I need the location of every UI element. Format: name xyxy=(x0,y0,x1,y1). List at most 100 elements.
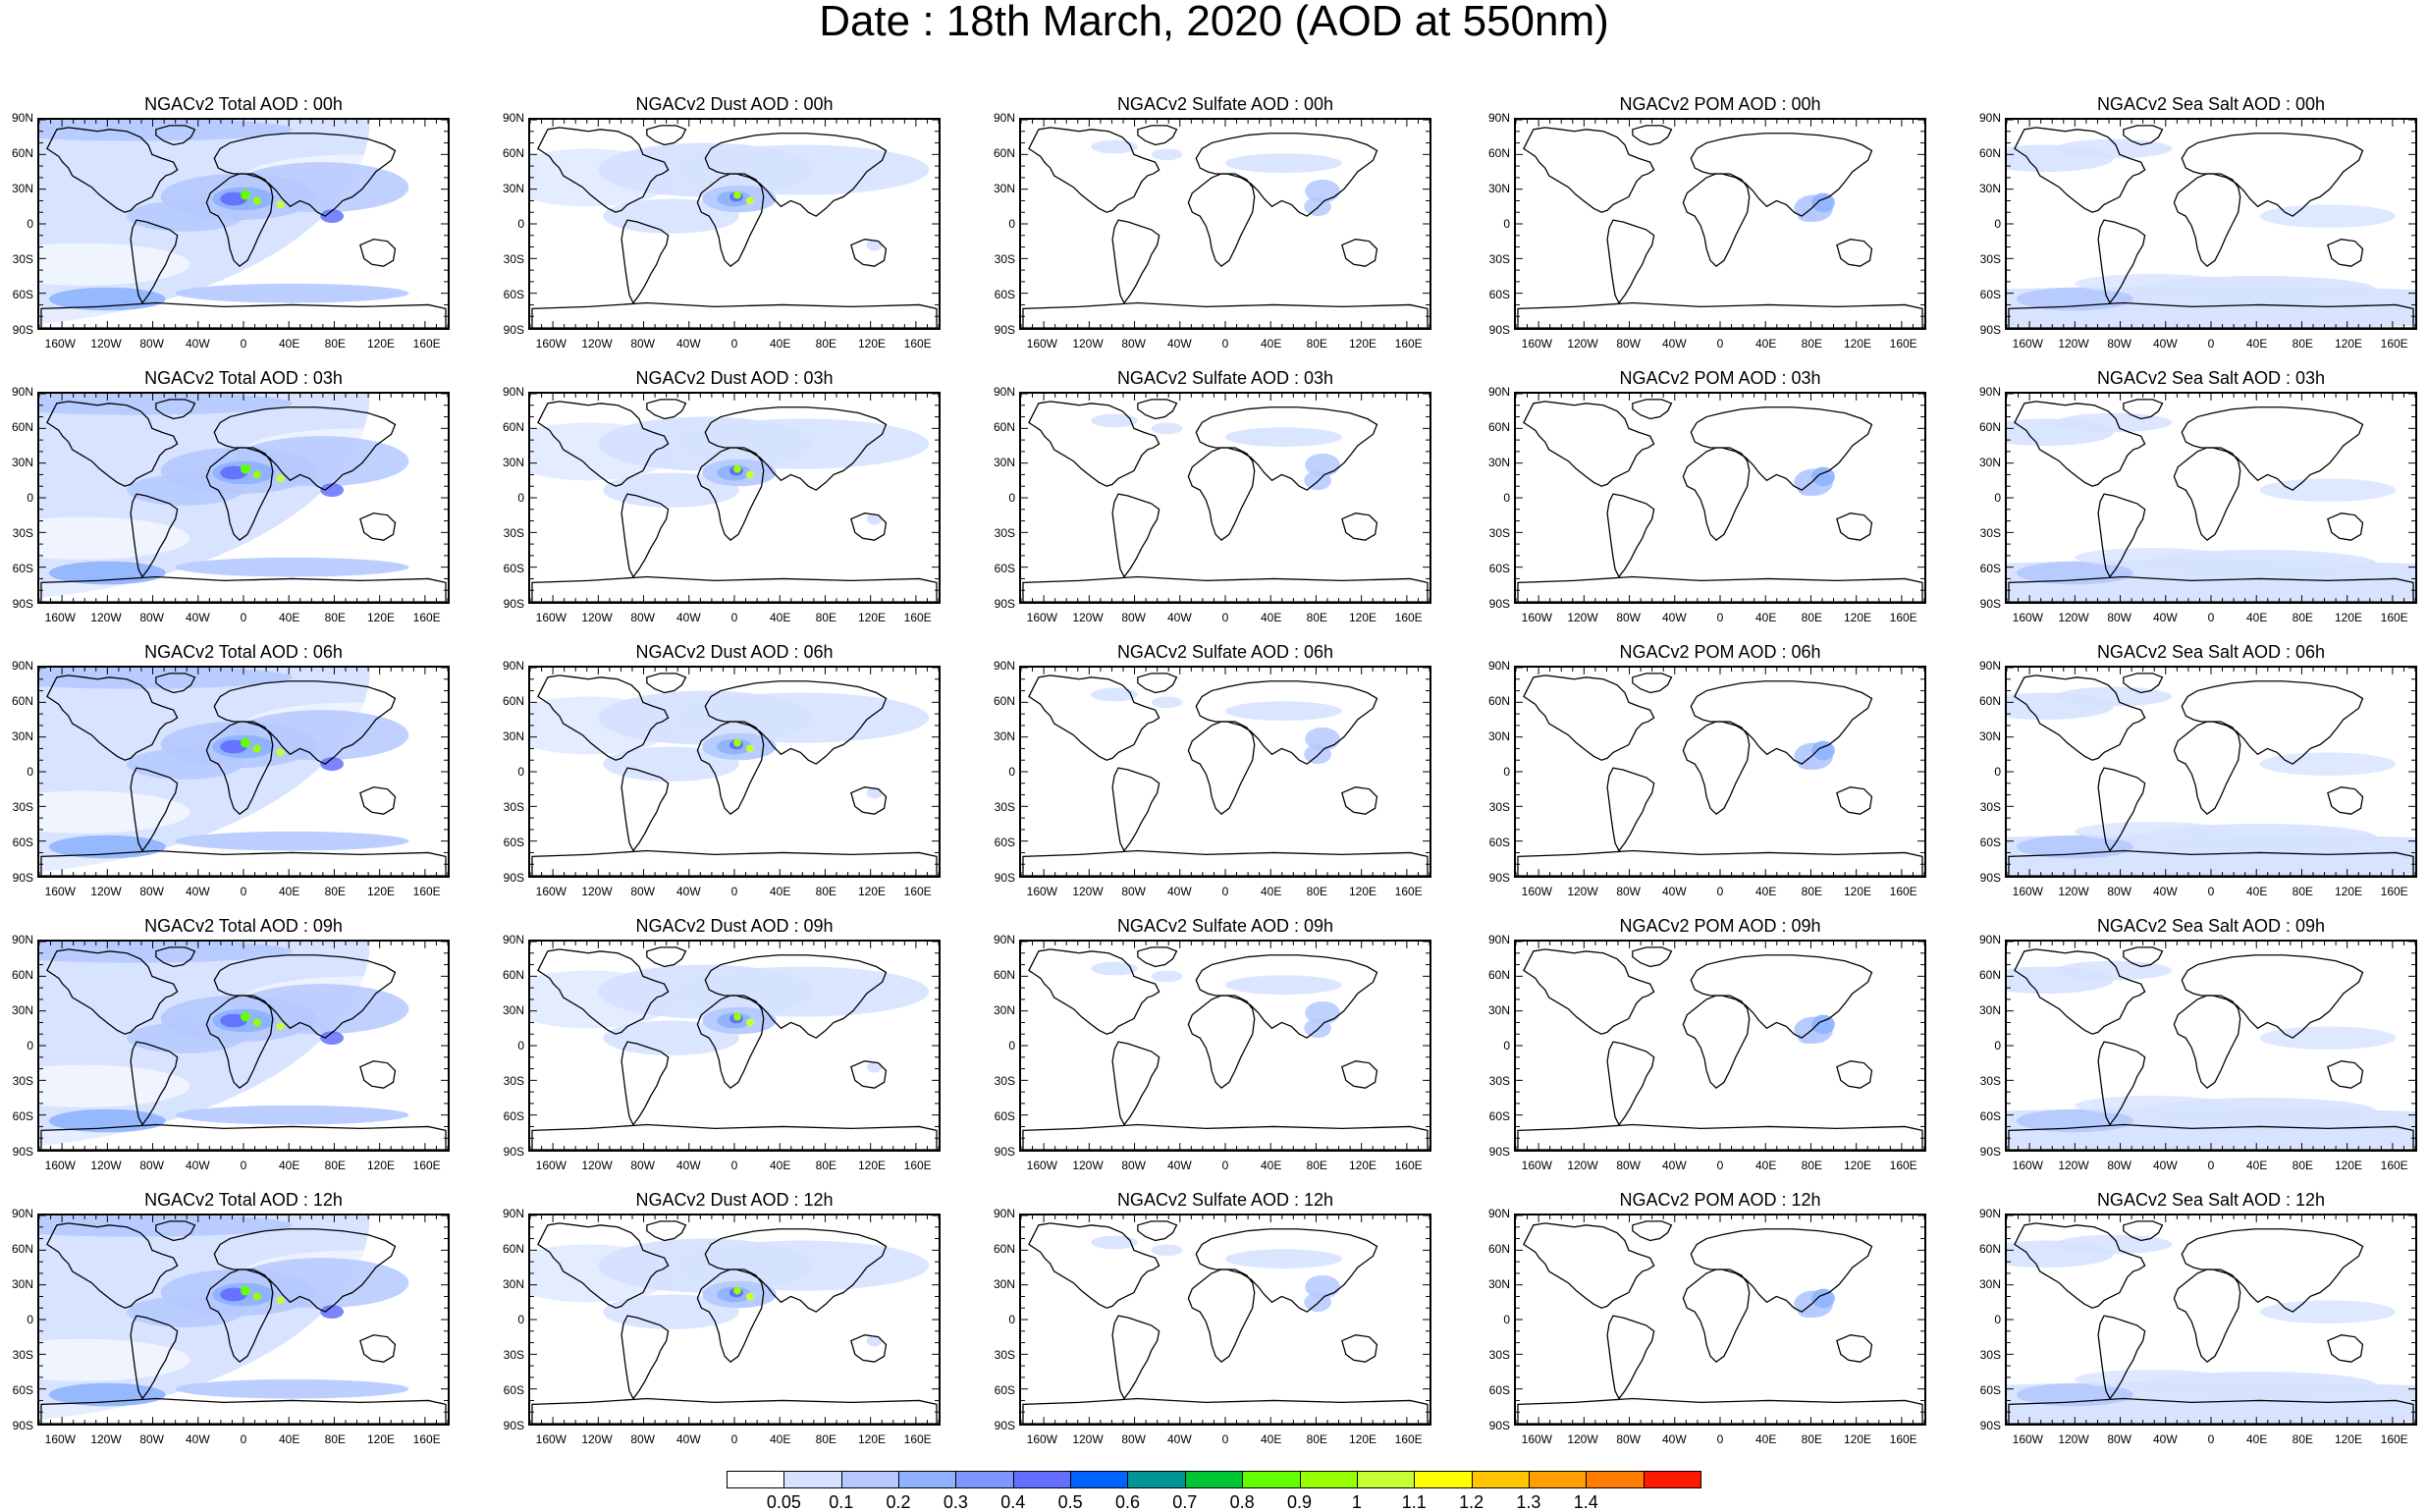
lon-tick-label: 40W xyxy=(2152,885,2178,898)
lon-tick-label: 120E xyxy=(366,337,396,351)
coastline-3 xyxy=(2173,995,2241,1090)
lon-tick-label: 0 xyxy=(1716,1159,1724,1172)
lat-tick-label: 30S xyxy=(1488,526,1510,540)
lat-tick-label: 90N xyxy=(1487,933,1510,946)
lat-tick-label: 90S xyxy=(12,597,33,611)
lon-tick-label: 160E xyxy=(1889,1432,1917,1446)
lon-tick-label: 160W xyxy=(2012,1432,2044,1446)
coastline-1 xyxy=(646,1220,687,1242)
lon-tick-label: 120W xyxy=(1072,1159,1104,1172)
lat-tick-label: 90S xyxy=(1979,871,2001,885)
aod-contour-2 xyxy=(603,746,739,782)
aod-contour-14 xyxy=(48,1108,166,1133)
lat-tick-label: 60S xyxy=(994,836,1015,849)
lat-tick-label: 30S xyxy=(994,800,1015,814)
lon-tick-label: 0 xyxy=(1716,337,1724,351)
coastline-2 xyxy=(2097,493,2146,578)
lat-tick-label: 60S xyxy=(12,1109,33,1123)
lat-tick-label: 0 xyxy=(517,1313,524,1326)
lat-tick-label: 30S xyxy=(1488,1348,1510,1362)
colorbar-label: 0.2 xyxy=(886,1492,911,1512)
aod-contour-6 xyxy=(127,748,243,780)
map-panel-dust-2 xyxy=(528,666,941,878)
coastline-0 xyxy=(537,401,670,487)
coastline-5 xyxy=(1341,513,1378,541)
coastline-1 xyxy=(646,399,687,420)
coastline-4 xyxy=(213,1228,397,1313)
lat-tick-label: 60N xyxy=(11,1242,33,1256)
aod-contour-5 xyxy=(2259,1026,2397,1050)
main-title: Date : 18th March, 2020 (AOD at 550nm) xyxy=(819,0,1609,45)
map-panel-total-3 xyxy=(37,940,450,1152)
lon-tick-label: 40W xyxy=(1166,337,1192,351)
lat-tick-label: 30N xyxy=(993,729,1015,743)
lat-tick-label: 60S xyxy=(994,1109,1015,1123)
lon-tick-label: 40E xyxy=(1260,337,1282,351)
lat-tick-label: 90S xyxy=(994,871,1015,885)
lon-tick-label: 40W xyxy=(2152,1432,2178,1446)
lat-tick-label: 60S xyxy=(994,1383,1015,1397)
lon-tick-label: 40E xyxy=(1754,611,1777,624)
lon-tick-label: 160W xyxy=(535,611,567,624)
aod-contour-9 xyxy=(241,463,250,474)
panel-title-total-4: NGACv2 Total AOD : 12h xyxy=(144,1190,343,1210)
panel-title-dust-2: NGACv2 Dust AOD : 06h xyxy=(635,642,834,662)
colorbar-label: 0.7 xyxy=(1172,1492,1198,1512)
lon-tick-label: 0 xyxy=(730,611,738,624)
lon-tick-label: 40W xyxy=(185,885,210,898)
lon-tick-label: 160E xyxy=(2380,1159,2408,1172)
lat-tick-label: 30N xyxy=(1487,456,1510,469)
lon-tick-label: 40E xyxy=(1754,1432,1777,1446)
coastline-0 xyxy=(537,675,670,761)
lon-tick-label: 120W xyxy=(90,1432,122,1446)
coastline-1 xyxy=(2123,399,2164,420)
aod-field-pom xyxy=(1516,394,1924,602)
lat-tick-label: 30N xyxy=(1978,1277,2001,1291)
lon-tick-label: 40E xyxy=(2245,1432,2268,1446)
coastline-4 xyxy=(213,133,397,217)
map-panel-sulfate-4 xyxy=(1019,1214,1431,1426)
coastline-3 xyxy=(1187,447,1256,542)
colorbar-swatch xyxy=(898,1471,957,1488)
coastline-0 xyxy=(1028,401,1160,487)
lon-tick-label: 160E xyxy=(1394,337,1423,351)
coastline-5 xyxy=(2327,786,2364,815)
lat-tick-label: 30N xyxy=(11,1003,33,1017)
lon-tick-label: 120W xyxy=(1072,1432,1104,1446)
lon-tick-label: 0 xyxy=(240,611,247,624)
lon-tick-label: 80W xyxy=(2107,1432,2131,1446)
coastline-2 xyxy=(1111,493,1160,578)
lon-tick-label: 80E xyxy=(324,337,347,351)
lat-tick-label: 60N xyxy=(993,694,1015,708)
lat-tick-label: 60N xyxy=(1487,146,1510,160)
lon-tick-label: 160E xyxy=(412,885,441,898)
lat-tick-label: 90S xyxy=(1979,1145,2001,1159)
lat-tick-label: 90N xyxy=(11,933,33,946)
lon-tick-label: 0 xyxy=(2207,1159,2215,1172)
coastline-3 xyxy=(696,721,765,816)
coastline-0 xyxy=(2014,675,2146,761)
aod-contour-0 xyxy=(1225,1249,1342,1269)
lon-tick-label: 40W xyxy=(1166,1432,1192,1446)
coastline-3 xyxy=(696,995,765,1090)
lon-tick-label: 0 xyxy=(1221,1432,1229,1446)
lon-tick-label: 160W xyxy=(44,337,77,351)
lat-tick-label: 90S xyxy=(503,323,524,337)
coastline-3 xyxy=(205,173,274,268)
lon-tick-label: 160W xyxy=(535,337,567,351)
coastline-5 xyxy=(359,239,397,267)
lat-tick-label: 0 xyxy=(1008,1313,1015,1326)
aod-contour-8 xyxy=(220,739,247,754)
lat-tick-label: 90N xyxy=(1978,933,2001,946)
lon-tick-label: 80W xyxy=(1121,611,1146,624)
aod-contour-5 xyxy=(2259,752,2397,776)
coastline-5 xyxy=(850,1334,888,1363)
coastline-2 xyxy=(130,767,179,852)
lon-tick-label: 40W xyxy=(675,1432,701,1446)
aod-contour-4 xyxy=(2055,960,2173,981)
lon-tick-label: 160E xyxy=(1889,1159,1917,1172)
lon-tick-label: 120E xyxy=(2334,337,2363,351)
lat-tick-label: 90N xyxy=(11,111,33,125)
aod-contour-9 xyxy=(866,513,883,525)
coastline-6 xyxy=(1517,301,1923,328)
